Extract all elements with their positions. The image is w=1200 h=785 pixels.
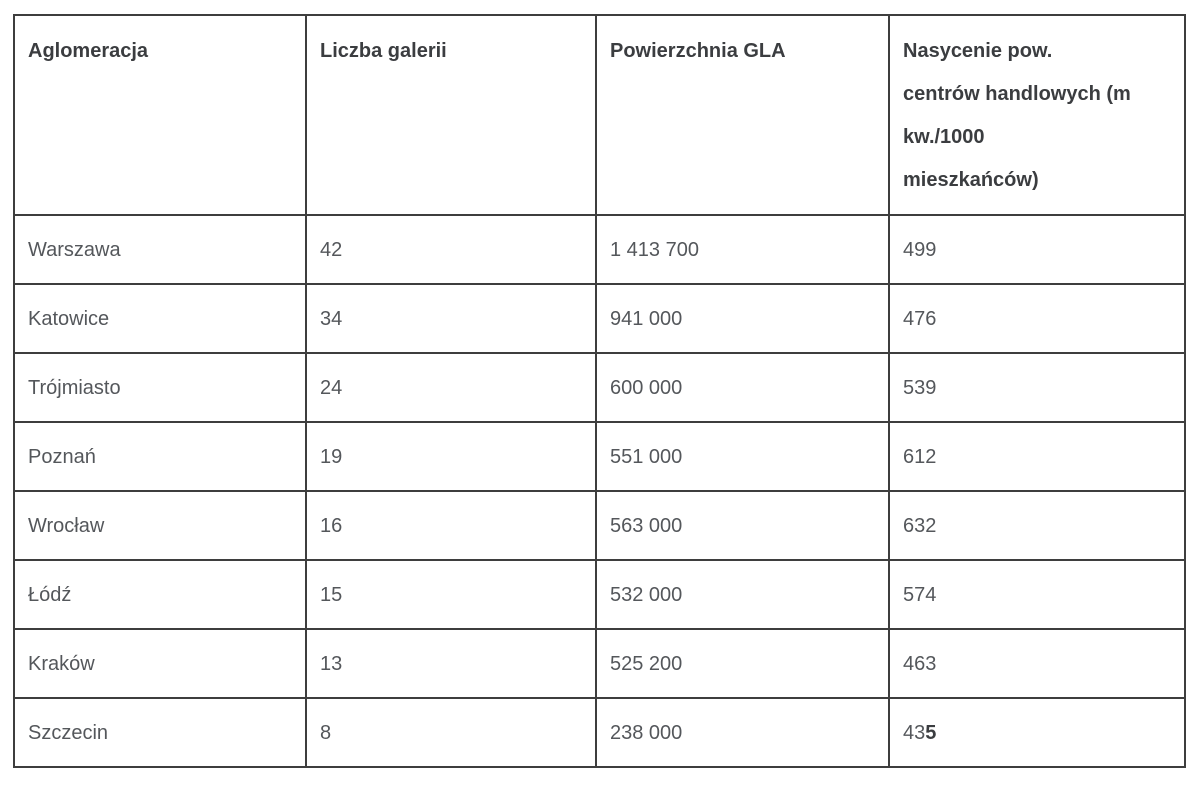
cell-aglomeracja: Kraków: [13, 628, 307, 699]
cell-aglomeracja: Poznań: [13, 421, 307, 492]
cell-powierzchnia-gla: 563 000: [595, 490, 890, 561]
table-row-poznan: Poznań 19 551 000 612: [13, 421, 1186, 492]
cell-liczba-galerii: 24: [305, 352, 597, 423]
cell-nasycenie: 632: [888, 490, 1186, 561]
cell-liczba-galerii: 8: [305, 697, 597, 768]
cell-aglomeracja: Katowice: [13, 283, 307, 354]
cell-liczba-galerii: 34: [305, 283, 597, 354]
cell-nasycenie: 539: [888, 352, 1186, 423]
cell-nasycenie: 463: [888, 628, 1186, 699]
cell-nasycenie: 612: [888, 421, 1186, 492]
cell-powierzchnia-gla: 238 000: [595, 697, 890, 768]
cell-aglomeracja: Łódź: [13, 559, 307, 630]
cell-liczba-galerii: 16: [305, 490, 597, 561]
header-nasycenie-line-3: kw./1000: [903, 126, 985, 148]
header-nasycenie: Nasycenie pow. centrów handlowych (m kw.…: [888, 14, 1186, 216]
header-powierzchnia-gla: Powierzchnia GLA: [595, 14, 890, 216]
cell-powierzchnia-gla: 525 200: [595, 628, 890, 699]
header-row: Aglomeracja Liczba galerii Powierzchnia …: [13, 14, 1186, 216]
header-nasycenie-line-1: Nasycenie pow.: [903, 40, 1053, 62]
cell-liczba-galerii: 13: [305, 628, 597, 699]
cell-powierzchnia-gla: 532 000: [595, 559, 890, 630]
cell-powierzchnia-gla: 551 000: [595, 421, 890, 492]
cell-aglomeracja: Szczecin: [13, 697, 307, 768]
table-row-szczecin: Szczecin 8 238 000 435: [13, 697, 1186, 768]
table-row-trojmiasto: Trójmiasto 24 600 000 539: [13, 352, 1186, 423]
cell-powierzchnia-gla: 941 000: [595, 283, 890, 354]
table-row-wroclaw: Wrocław 16 563 000 632: [13, 490, 1186, 561]
cell-aglomeracja: Warszawa: [13, 214, 307, 285]
header-nasycenie-line-2: centrów handlowych (m: [903, 83, 1131, 105]
shopping-centers-table: Aglomeracja Liczba galerii Powierzchnia …: [13, 14, 1186, 768]
cell-liczba-galerii: 19: [305, 421, 597, 492]
cell-aglomeracja: Wrocław: [13, 490, 307, 561]
header-aglomeracja: Aglomeracja: [13, 14, 307, 216]
nasycenie-value-bold: 5: [925, 721, 937, 744]
table-row-krakow: Kraków 13 525 200 463: [13, 628, 1186, 699]
cell-liczba-galerii: 42: [305, 214, 597, 285]
header-liczba-galerii: Liczba galerii: [305, 14, 597, 216]
cell-nasycenie: 499: [888, 214, 1186, 285]
header-nasycenie-line-4: mieszkańców): [903, 169, 1039, 191]
cell-nasycenie: 435: [888, 697, 1186, 768]
cell-powierzchnia-gla: 1 413 700: [595, 214, 890, 285]
nasycenie-value-normal: 43: [903, 721, 926, 744]
cell-liczba-galerii: 15: [305, 559, 597, 630]
table-row-warszawa: Warszawa 42 1 413 700 499: [13, 214, 1186, 285]
table-row-lodz: Łódź 15 532 000 574: [13, 559, 1186, 630]
cell-nasycenie: 574: [888, 559, 1186, 630]
table-row-katowice: Katowice 34 941 000 476: [13, 283, 1186, 354]
cell-aglomeracja: Trójmiasto: [13, 352, 307, 423]
cell-nasycenie: 476: [888, 283, 1186, 354]
cell-powierzchnia-gla: 600 000: [595, 352, 890, 423]
